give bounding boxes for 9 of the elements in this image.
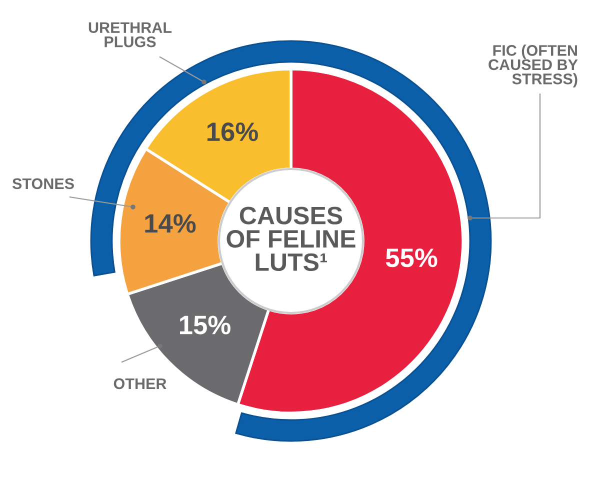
slice-label: FIC (OFTEN CAUSED BY STRESS): [488, 44, 578, 88]
slice-label: OTHER: [114, 378, 166, 390]
data-label: 55%: [386, 248, 438, 268]
data-label: 14%: [145, 214, 196, 233]
data-label: 16%: [207, 122, 258, 142]
text: CAUSES OF FELINE LUTS¹: [226, 206, 356, 272]
slice-label: STONES: [12, 178, 74, 190]
slice-label: URETHRAL PLUGS: [88, 22, 172, 48]
data-label: 15%: [180, 316, 230, 334]
